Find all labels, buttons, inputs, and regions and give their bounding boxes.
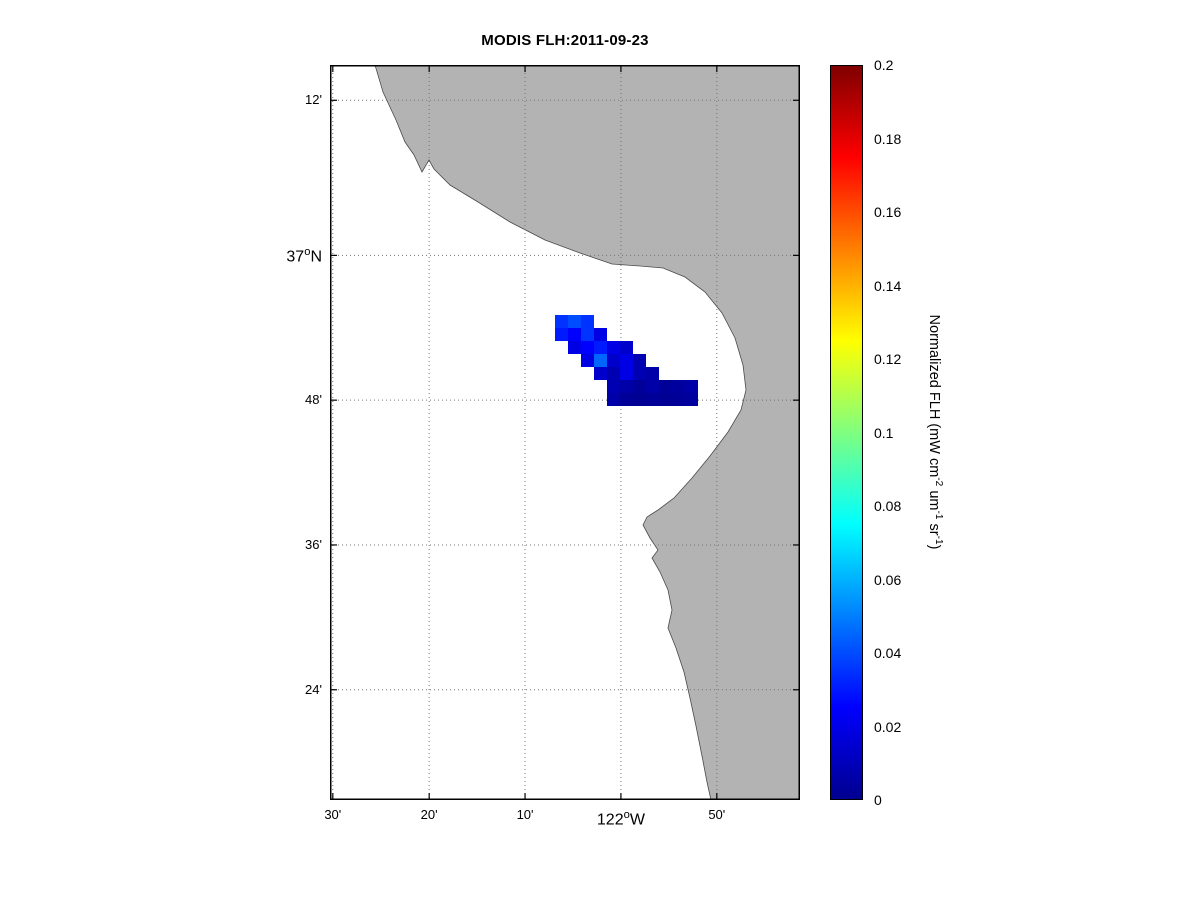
flh-pixel (594, 367, 607, 380)
colorbar-tick-label: 0.06 (874, 571, 902, 588)
flh-pixel (594, 354, 607, 367)
label-text: 36' (305, 536, 322, 552)
label-text: 24' (305, 681, 322, 697)
colorbar-tick-label: 0.12 (874, 351, 902, 367)
colorbar-tick-label: 0.02 (874, 718, 902, 735)
colorbar-tick-label: 0.14 (874, 277, 902, 294)
y-tick-label: 24' (210, 681, 322, 699)
superscript-text: o (304, 246, 311, 259)
superscript-text: o (623, 809, 630, 821)
colorbar-tick-label: 0.16 (874, 204, 902, 220)
flh-pixel (633, 354, 646, 367)
label-text: Normalized FLH (mW cm (926, 314, 943, 478)
x-tick-label: 30' (283, 806, 383, 824)
flh-pixel (633, 393, 646, 406)
flh-pixel (581, 315, 594, 328)
plot-title: MODIS FLH:2011-09-23 (481, 32, 649, 49)
x-tick-label: 50' (667, 806, 767, 824)
flh-pixel (555, 328, 568, 341)
flh-pixel (581, 328, 594, 341)
x-tick-label: 20' (379, 806, 479, 824)
label-text: 30' (324, 807, 342, 822)
flh-pixel (568, 328, 581, 341)
flh-pixel (620, 341, 633, 354)
label-text: 10' (516, 807, 534, 822)
label-text: 37 (286, 248, 305, 266)
flh-pixel (672, 380, 685, 393)
label-text: 122 (596, 811, 624, 829)
superscript-text: -1 (932, 535, 944, 545)
y-tick-label: 12' (210, 91, 322, 109)
flh-pixel (607, 354, 620, 367)
colorbar-tick-label: 0.04 (874, 645, 902, 661)
flh-pixel (581, 341, 594, 354)
flh-pixel (633, 367, 646, 380)
superscript-text: -1 (932, 510, 944, 520)
label-text: N (310, 248, 322, 266)
axes-frame (330, 65, 800, 800)
label-text: 20' (420, 807, 438, 822)
flh-pixel (685, 393, 698, 406)
superscript-text: -2 (932, 477, 944, 487)
label-text: 12' (305, 92, 322, 108)
label-text: ) (926, 544, 943, 550)
colorbar-gradient (830, 65, 863, 800)
map-canvas (330, 65, 800, 800)
label-text: um (926, 486, 943, 511)
colorbar-tick-label: 0.1 (874, 424, 894, 441)
flh-pixel (607, 341, 620, 354)
colorbar-tick-label: 0.18 (874, 130, 902, 147)
flh-pixel (646, 367, 659, 380)
flh-pixel (568, 315, 581, 328)
flh-pixel (607, 367, 620, 380)
flh-pixel (659, 393, 672, 406)
flh-pixel (555, 315, 568, 328)
grid-lines (330, 65, 800, 800)
colorbar-tick-label: 0 (874, 792, 882, 808)
colorbar-tick-label: 0.2 (874, 57, 894, 73)
y-tick-label: 36' (210, 536, 322, 554)
x-axis-label: 122oW (571, 806, 671, 829)
flh-pixel (594, 328, 607, 341)
flh-pixel (620, 367, 633, 380)
label-text: 48' (305, 392, 322, 408)
flh-pixel (633, 380, 646, 393)
colorbar-tick-label: 0.08 (874, 498, 902, 514)
flh-data-pixels (555, 315, 698, 406)
flh-pixel (685, 380, 698, 393)
x-tick-label: 10' (475, 806, 575, 824)
label-text: W (629, 811, 645, 829)
flh-pixel (646, 380, 659, 393)
flh-pixel (568, 341, 581, 354)
flh-pixel (620, 354, 633, 367)
flh-pixel (659, 380, 672, 393)
label-text: sr (926, 519, 943, 536)
flh-pixel (646, 393, 659, 406)
flh-pixel (581, 354, 594, 367)
label-text: 50' (708, 807, 726, 822)
y-tick-label: 48' (210, 391, 322, 409)
flh-pixel (620, 380, 633, 393)
flh-pixel (607, 380, 620, 393)
flh-pixel (594, 341, 607, 354)
flh-pixel (607, 393, 620, 406)
flh-pixel (620, 393, 633, 406)
colorbar-axis-label: Normalized FLH (mW cm-2 um-1 sr-1) (926, 315, 944, 550)
y-axis-label: 37oN (210, 243, 322, 266)
land-polygon (374, 65, 800, 800)
flh-pixel (672, 393, 685, 406)
